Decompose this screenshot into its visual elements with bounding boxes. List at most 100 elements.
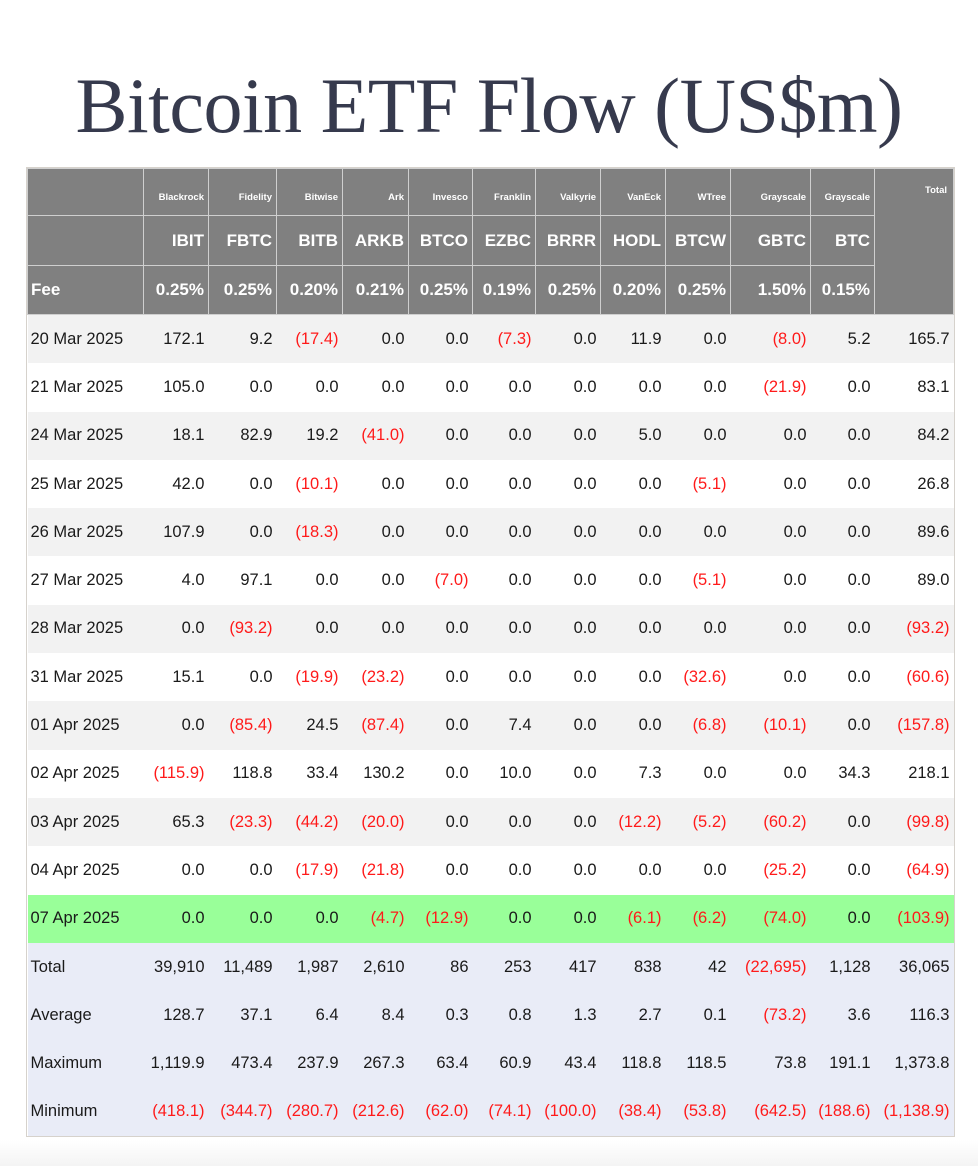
flow-cell: 0.0	[810, 508, 875, 557]
flow-cell: (60.2)	[730, 797, 811, 847]
flow-cell: (5.1)	[665, 556, 731, 605]
flow-cell: 0.0	[730, 508, 811, 557]
summary-cell: (280.7)	[276, 1087, 343, 1137]
table-row: 31 Mar 2025 15.1 0.0 (19.9) (23.2) 0.0 0.0 0.0 0…	[27, 653, 954, 702]
flow-cell: 0.0	[143, 701, 209, 750]
flow-cell: 0.0	[600, 556, 666, 605]
summary-row: Total 39,910 11,489 1,987 2,610 86 253 417 838 42…	[27, 942, 954, 992]
flow-cell: 0.0	[472, 846, 536, 895]
flow-cell: 0.0	[730, 411, 811, 460]
flow-cell: 0.0	[810, 556, 875, 605]
flow-cell: 0.0	[472, 797, 536, 847]
flow-cell: 0.0	[600, 604, 666, 654]
ticker-header: BTCW	[665, 215, 731, 266]
fee-cell: 0.21%	[342, 265, 409, 315]
issuer-header: Franklin	[472, 168, 536, 216]
flow-cell: 0.0	[276, 363, 343, 412]
flow-cell: 0.0	[276, 556, 343, 605]
flow-cell: (17.9)	[276, 846, 343, 895]
fee-cell: 0.25%	[143, 265, 209, 315]
flow-cell: (10.1)	[276, 459, 343, 509]
flow-cell: 0.0	[408, 363, 473, 412]
flow-cell: (7.0)	[408, 556, 473, 605]
date-cell: 04 Apr 2025	[27, 846, 144, 895]
summary-cell: 0.8	[472, 991, 536, 1040]
flow-cell: 0.0	[600, 459, 666, 509]
issuer-header: Valkyrie	[535, 168, 601, 216]
date-cell: 03 Apr 2025	[27, 797, 144, 847]
row-total-cell: 218.1	[874, 749, 954, 798]
summary-cell: 2.7	[600, 991, 666, 1040]
fee-cell: 0.25%	[208, 265, 277, 315]
flow-cell: 0.0	[208, 653, 277, 702]
flow-cell: 0.0	[408, 508, 473, 557]
flow-cell: 0.0	[600, 653, 666, 702]
row-total-cell: (64.9)	[874, 846, 954, 895]
issuer-header: Ark	[342, 168, 409, 216]
flow-cell: 0.0	[810, 846, 875, 895]
row-total-cell: 84.2	[874, 411, 954, 460]
flow-cell: 0.0	[208, 894, 277, 943]
flow-cell: 105.0	[143, 363, 209, 412]
row-total-cell: 83.1	[874, 363, 954, 412]
table-row-highlighted: 07 Apr 2025 0.0 0.0 0.0 (4.7) (12.9) 0.0 0.0 (6.…	[27, 894, 954, 943]
flow-cell: 0.0	[408, 846, 473, 895]
summary-cell: 118.5	[665, 1039, 731, 1088]
ticker-header: FBTC	[208, 215, 277, 266]
summary-cell: (73.2)	[730, 991, 811, 1040]
flow-cell: 0.0	[730, 459, 811, 509]
table-row: 25 Mar 2025 42.0 0.0 (10.1) 0.0 0.0 0.0 0.0 0.0(…	[27, 459, 954, 509]
flow-cell: 5.0	[600, 411, 666, 460]
flow-cell: 0.0	[472, 604, 536, 654]
flow-cell: 0.0	[342, 314, 409, 364]
table-row: 04 Apr 2025 0.0 0.0 (17.9) (21.8) 0.0 0.0 0.0 0.…	[27, 846, 954, 895]
flow-cell: 0.0	[276, 604, 343, 654]
flow-cell: 0.0	[342, 459, 409, 509]
flow-cell: 0.0	[408, 701, 473, 750]
flow-cell: (74.0)	[730, 894, 811, 943]
flow-cell: 0.0	[600, 508, 666, 557]
flow-cell: 0.0	[535, 749, 601, 798]
issuer-header: Grayscale	[730, 168, 811, 216]
summary-label: Minimum	[27, 1087, 144, 1137]
summary-row: Maximum 1,119.9 473.4 237.9 267.3 63.4 60.9 43.…	[27, 1039, 954, 1088]
ticker-row: IBIT FBTC BITB ARKB BTCO EZBC BRRR HODL BTCW GBTC…	[27, 215, 954, 266]
date-cell: 26 Mar 2025	[27, 508, 144, 557]
flow-cell: (23.2)	[342, 653, 409, 702]
page-bottom-fade	[0, 1140, 978, 1166]
fee-cell: 0.20%	[276, 265, 343, 315]
flow-cell: 0.0	[342, 363, 409, 412]
ticker-header: BTCO	[408, 215, 473, 266]
summary-total-cell: 1,373.8	[874, 1039, 954, 1088]
table-row: 20 Mar 2025 172.1 9.2 (17.4) 0.0 0.0 (7.3) 0.0 1…	[27, 314, 954, 364]
table-row: 03 Apr 2025 65.3 (23.3) (44.2) (20.0) 0.0 0.0 0…	[27, 797, 954, 847]
issuer-header: Invesco	[408, 168, 473, 216]
issuer-header: Fidelity	[208, 168, 277, 216]
summary-cell: 6.4	[276, 991, 343, 1040]
flow-cell: (7.3)	[472, 314, 536, 364]
flow-cell: 0.0	[208, 459, 277, 509]
summary-total-cell: 36,065	[874, 942, 954, 992]
flow-cell: 107.9	[143, 508, 209, 557]
flow-cell: 0.0	[408, 797, 473, 847]
flow-cell: (25.2)	[730, 846, 811, 895]
flow-cell: 0.0	[408, 459, 473, 509]
summary-cell: (62.0)	[408, 1087, 473, 1137]
ticker-header: BTC	[810, 215, 875, 266]
summary-total-cell: (1,138.9)	[874, 1087, 954, 1137]
flow-cell: 18.1	[143, 411, 209, 460]
flow-cell: (32.6)	[665, 653, 731, 702]
summary-cell: 3.6	[810, 991, 875, 1040]
summary-cell: 237.9	[276, 1039, 343, 1088]
flow-cell: 11.9	[600, 314, 666, 364]
summary-cell: 1,119.9	[143, 1039, 209, 1088]
flow-cell: (93.2)	[208, 604, 277, 654]
flow-cell: (20.0)	[342, 797, 409, 847]
summary-cell: (74.1)	[472, 1087, 536, 1137]
flow-cell: 0.0	[810, 604, 875, 654]
summary-cell: 417	[535, 942, 601, 992]
summary-section: Total 39,910 11,489 1,987 2,610 86 253 417 838 42…	[27, 942, 954, 1137]
issuer-header: WTree	[665, 168, 731, 216]
flow-cell: (41.0)	[342, 411, 409, 460]
flow-cell: 0.0	[342, 508, 409, 557]
